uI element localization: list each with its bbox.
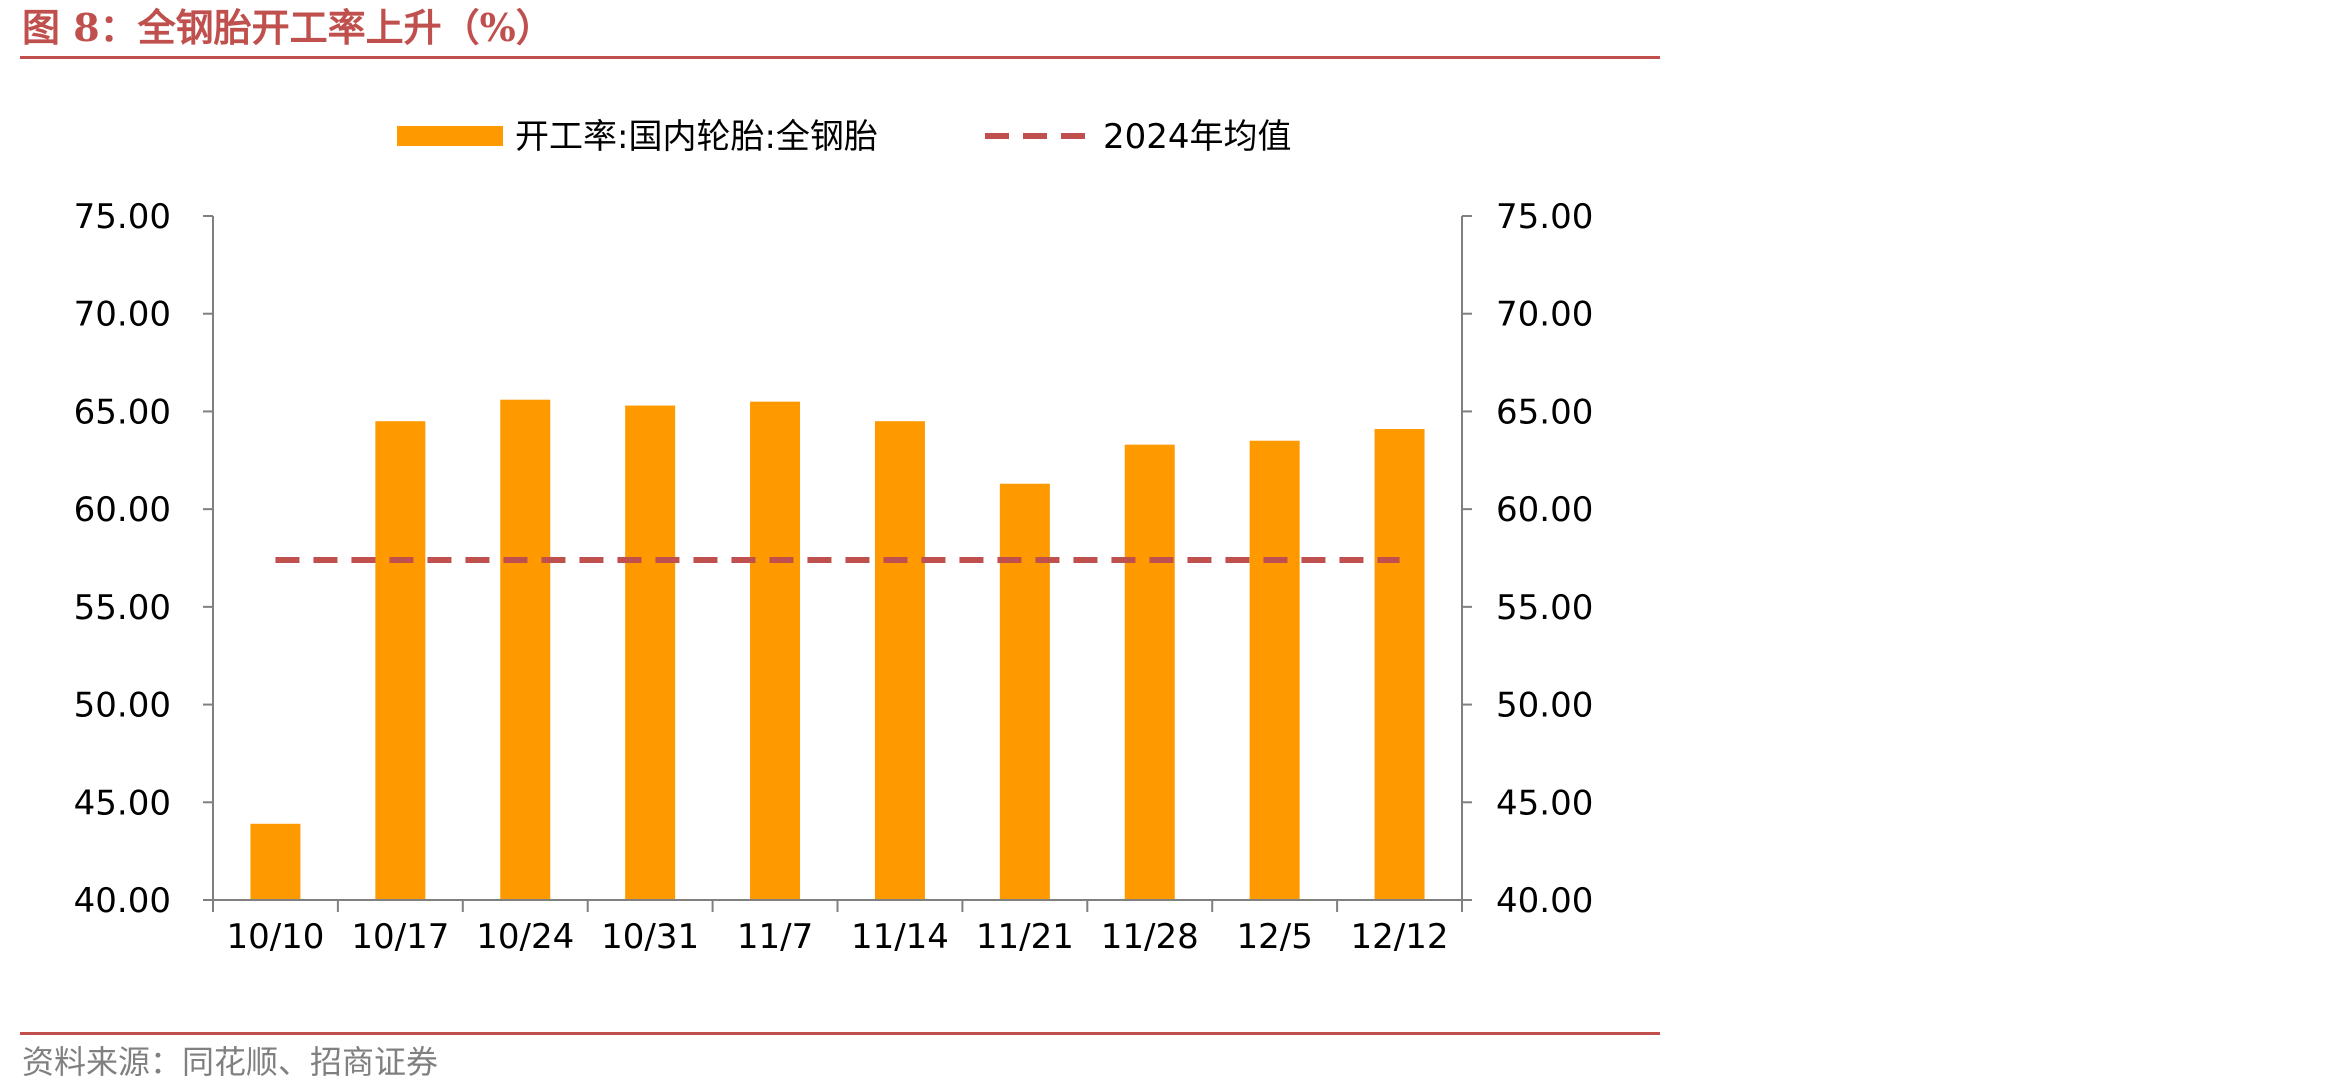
source-divider [20,1032,1660,1035]
y-tick-label-left: 55.00 [74,588,171,628]
y-tick-label-left: 50.00 [74,686,171,726]
y-tick-label-right: 70.00 [1496,295,1593,335]
y-tick-label-left: 65.00 [74,392,171,432]
bar-11-28 [1124,444,1175,900]
axes: 40.00 45.00 50.00 55.00 60.00 65.00 70.00 75.00… [74,197,1594,957]
legend: 开工率:国内轮胎:全钢胎 2024年均值 [397,117,1292,157]
bar-10-24 [500,399,551,900]
bar-11-7 [750,401,801,900]
x-tick-label: 11/7 [737,917,813,957]
y-tick-label-left: 45.00 [74,783,171,823]
bar-series [250,399,1425,900]
bar-12-5 [1249,440,1300,900]
source-note: 资料来源：同花顺、招商证券 [22,1043,439,1081]
y-tick-label-left: 60.00 [74,490,171,530]
bar-11-21 [999,483,1050,900]
bar-12-12 [1374,429,1425,900]
y-tick-label-right: 50.00 [1496,686,1593,726]
y-tick-label-right: 60.00 [1496,490,1593,530]
x-tick-label: 11/21 [976,917,1074,957]
y-tick-label-right: 40.00 [1496,881,1593,921]
y-tick-label-left: 75.00 [74,197,171,237]
y-tick-label-right: 65.00 [1496,392,1593,432]
y-tick-label-left: 70.00 [74,295,171,335]
legend-label-average: 2024年均值 [1103,117,1292,157]
title-divider [20,56,1660,59]
y-tick-label-right: 45.00 [1496,783,1593,823]
figure-title: 图 8：全钢胎开工率上升（%） [22,5,554,50]
x-tick-label: 12/12 [1351,917,1449,957]
x-tick-label: 10/10 [226,917,324,957]
bar-10-17 [375,421,426,900]
x-tick-label: 10/17 [351,917,449,957]
y-tick-label-left: 40.00 [74,881,171,921]
x-tick-label: 10/31 [601,917,699,957]
x-tick-label: 11/28 [1101,917,1199,957]
legend-swatch-bar [397,126,503,146]
bar-10-10 [250,823,301,900]
x-tick-label: 11/14 [851,917,949,957]
y-tick-label-right: 55.00 [1496,588,1593,628]
x-tick-label: 10/24 [476,917,574,957]
bar-11-14 [874,421,925,900]
legend-label-bar: 开工率:国内轮胎:全钢胎 [515,117,878,157]
y-tick-label-right: 75.00 [1496,197,1593,237]
x-tick-label: 12/5 [1236,917,1312,957]
bar-10-31 [625,405,676,900]
